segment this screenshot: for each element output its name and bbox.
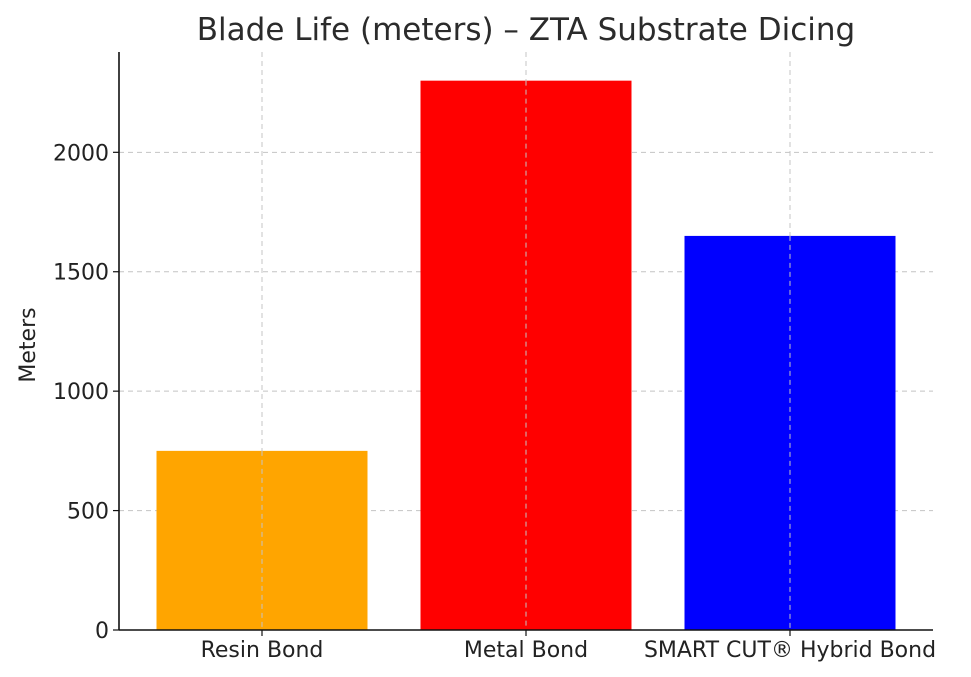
axes xyxy=(113,52,933,636)
x-tick-label-0: Resin Bond xyxy=(201,638,324,663)
y-tick-label-500: 500 xyxy=(67,500,109,525)
y-tick-label-0: 0 xyxy=(95,619,109,644)
y-tick-label-1000: 1000 xyxy=(53,380,109,405)
y-tick-label-2000: 2000 xyxy=(53,141,109,166)
x-tick-labels: Resin Bond Metal Bond SMART CUT® Hybrid Bo… xyxy=(201,638,936,663)
x-tick-label-2: SMART CUT® Hybrid Bond xyxy=(644,638,936,663)
y-tick-labels: 0 500 1000 1500 2000 xyxy=(53,141,109,644)
bar-0 xyxy=(156,450,368,630)
y-axis-label: Meters xyxy=(16,307,41,382)
chart-title: Blade Life (meters) – ZTA Substrate Dici… xyxy=(197,12,855,48)
x-tick-label-1: Metal Bond xyxy=(464,638,588,663)
y-tick-label-1500: 1500 xyxy=(53,261,109,286)
bars xyxy=(156,80,896,631)
